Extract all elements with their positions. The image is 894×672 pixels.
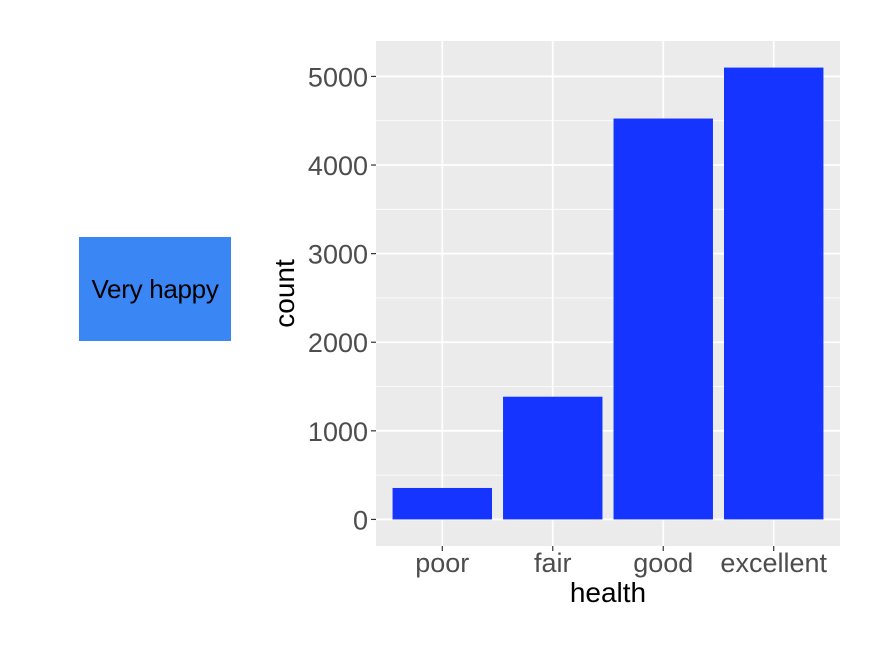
y-tick-label: 3000 [308, 240, 368, 270]
y-tick-label: 1000 [308, 417, 368, 447]
x-tick-label: poor [415, 548, 469, 578]
y-tick-label: 4000 [308, 151, 368, 181]
y-axis-ticks: 0 1000 2000 3000 4000 5000 [308, 62, 376, 535]
x-tick-label: good [633, 548, 693, 578]
bars [392, 67, 824, 520]
y-tick-label: 0 [353, 505, 368, 535]
x-tick-label: fair [534, 548, 572, 578]
y-axis-title: count [269, 259, 300, 328]
x-axis-ticks: poor fair good excellent [415, 546, 827, 578]
x-tick-label: excellent [720, 548, 827, 578]
facet-label: Very happy [79, 237, 231, 341]
bar-poor [392, 487, 492, 520]
bar-good [613, 118, 713, 520]
y-tick-label: 5000 [308, 62, 368, 92]
bar-fair [503, 396, 603, 520]
bar-excellent [724, 67, 824, 520]
x-axis-title: health [570, 577, 646, 608]
y-tick-label: 2000 [308, 328, 368, 358]
